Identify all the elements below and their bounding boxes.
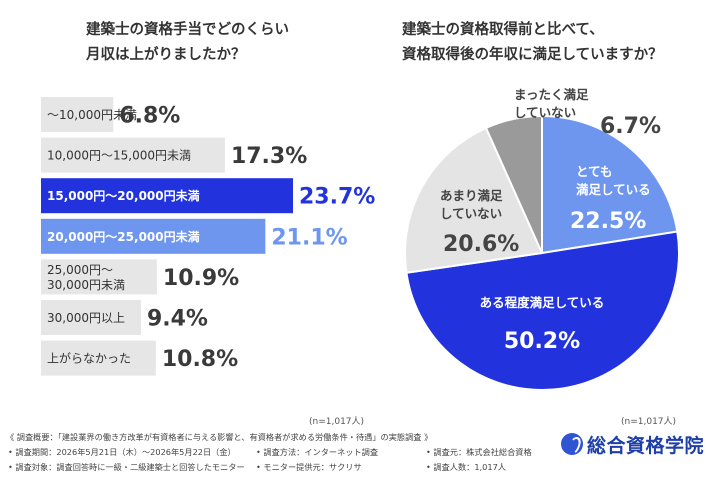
pie-slice-label: あまり満足していない xyxy=(440,188,503,221)
pie-slice-label: ある程度満足している xyxy=(480,295,605,310)
survey-target: • 調査対象：調査回答時に一級・二級建築士と回答したモニター xyxy=(8,462,245,472)
bar-value-label: 6.8% xyxy=(119,104,180,129)
bar xyxy=(41,218,266,254)
pie-slice xyxy=(541,114,679,255)
bar-category-label: 〜10,000円未満 xyxy=(47,108,137,122)
bar-value-label: 9.4% xyxy=(147,307,208,332)
pie-chart-title: 建築士の資格取得前と比べて、 資格取得後の年収に満足していますか？ xyxy=(402,22,663,63)
bar-chart-sample-size: (n=1,017人) xyxy=(309,417,365,427)
pie-value-label: 50.2% xyxy=(504,329,580,354)
survey-count: • 調査人数：1,017人 xyxy=(426,462,506,472)
bar-value-label: 10.9% xyxy=(163,266,239,291)
pie-value-label: 20.6% xyxy=(443,232,519,257)
bar-category-label: 20,000円〜25,000円未満 xyxy=(47,229,200,244)
bar xyxy=(41,178,293,214)
bar-category-label: 30,000円以上 xyxy=(47,311,125,325)
pie-slice-label: とても満足している xyxy=(576,164,651,197)
bar-category-label: 15,000円〜20,000円未満 xyxy=(47,188,200,203)
pie-slice xyxy=(404,126,544,274)
bar xyxy=(41,137,225,173)
pie-chart-sample-size: (n=1,017人) xyxy=(621,417,677,427)
bar xyxy=(41,259,157,295)
bar-value-label: 21.1% xyxy=(271,225,347,250)
brand-mark-icon xyxy=(561,433,583,455)
bar-category-label: 25,000円〜 30,000円未満 xyxy=(47,263,125,292)
bar-category-label: 10,000円〜15,000円未満 xyxy=(47,149,191,163)
bar-value-label: 23.7% xyxy=(299,185,375,210)
survey-source: • 調査元：株式会社総合資格 xyxy=(426,447,532,457)
bar xyxy=(41,300,141,335)
bar-value-label: 10.8% xyxy=(162,347,238,372)
bar-chart-title: 建築士の資格手当でどのくらい 月収は上がりましたか？ xyxy=(86,22,289,63)
pie-slice-label: まったく満足していない xyxy=(514,87,589,120)
bar xyxy=(41,97,114,132)
pie-slice xyxy=(484,114,543,254)
survey-overview-title: 《 調査概要：「建設業界の働き方改革が有資格者に与える影響と、有資格者が求める労… xyxy=(6,432,433,442)
bar-category-label: 上がらなかった xyxy=(47,351,131,366)
survey-method: • 調査方法：インターネット調査 xyxy=(256,447,379,457)
survey-period: • 調査期間：2026年5月21日（木）〜2026年5月22日（金） xyxy=(8,447,236,457)
bar-value-label: 17.3% xyxy=(231,144,307,169)
brand-logo: 総合資格学院 xyxy=(561,433,705,457)
pie-slice xyxy=(405,230,680,391)
pie-value-label: 22.5% xyxy=(570,209,646,234)
bar xyxy=(41,340,156,376)
pie-value-label: 6.7% xyxy=(600,114,661,139)
survey-provider: • モニター提供元：サクリサ xyxy=(256,462,362,472)
brand-name: 総合資格学院 xyxy=(587,434,705,457)
